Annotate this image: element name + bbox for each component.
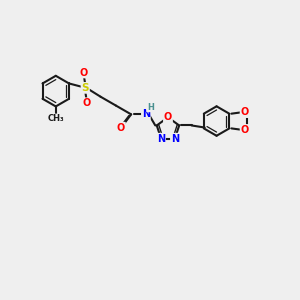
Text: H: H: [147, 103, 154, 112]
Text: O: O: [241, 125, 249, 135]
Text: CH₃: CH₃: [47, 114, 64, 123]
Text: N: N: [142, 110, 150, 119]
Text: O: O: [164, 112, 172, 122]
Text: O: O: [82, 98, 91, 108]
Text: O: O: [117, 123, 125, 133]
Text: O: O: [80, 68, 88, 78]
Text: N: N: [171, 134, 179, 144]
Text: N: N: [157, 134, 165, 144]
Text: S: S: [82, 83, 89, 93]
Text: O: O: [241, 107, 249, 117]
